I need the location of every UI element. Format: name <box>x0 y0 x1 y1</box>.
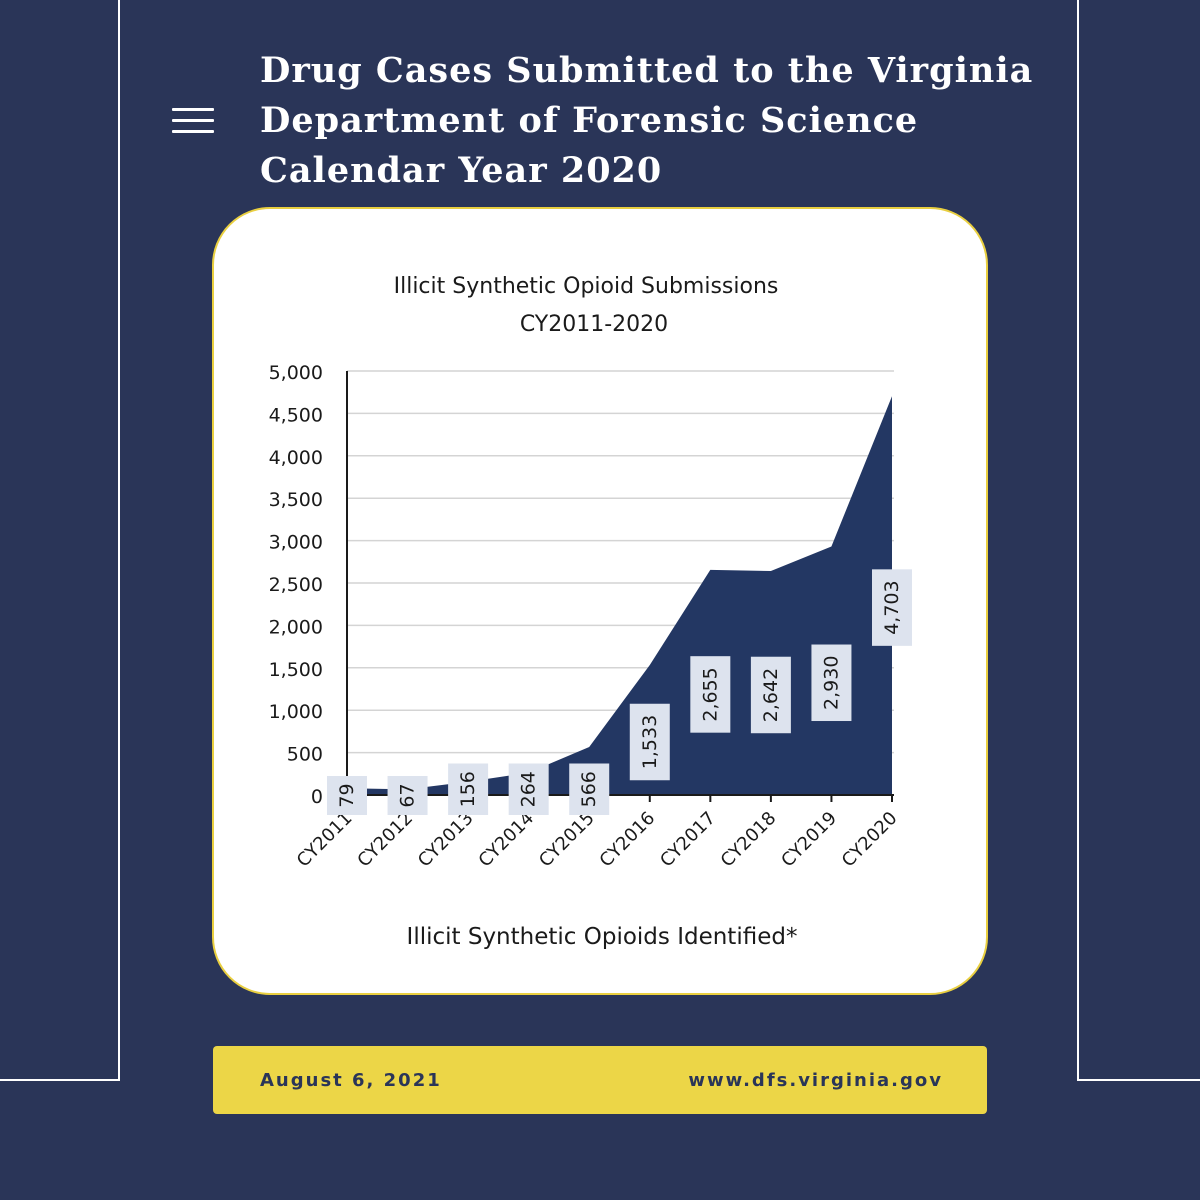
y-tick-label: 5,000 <box>269 362 323 384</box>
data-label-text: 264 <box>518 771 540 807</box>
y-tick-label: 2,000 <box>269 616 323 638</box>
data-label-text: 2,930 <box>820 656 842 710</box>
chart-card: Illicit Synthetic Opioid Submissions CY2… <box>212 207 988 995</box>
x-tick-label: CY2018 <box>717 808 781 872</box>
data-label-box <box>811 644 852 722</box>
data-label-box <box>327 776 367 815</box>
bottom-left-border-line <box>0 1079 120 1081</box>
data-label: 566 <box>569 763 610 815</box>
data-label-text: 67 <box>397 783 419 807</box>
data-label-box <box>750 656 791 734</box>
data-label: 264 <box>508 763 549 815</box>
bottom-right-border-line <box>1077 1079 1200 1081</box>
data-label-box <box>629 703 670 781</box>
title-line-1: Drug Cases Submitted to the Virginia <box>260 50 1034 91</box>
area-chart: Illicit Synthetic Opioid Submissions CY2… <box>269 274 912 950</box>
y-tick-label: 3,000 <box>269 532 323 554</box>
footer-date: August 6, 2021 <box>260 1070 442 1091</box>
x-tick-label: CY2013 <box>414 808 478 872</box>
data-label-text: 2,642 <box>760 668 782 722</box>
x-tick-label: CY2016 <box>596 808 660 872</box>
x-tick-label: CY2012 <box>353 808 417 872</box>
y-tick-label: 4,000 <box>269 447 323 469</box>
y-tick-label: 4,500 <box>269 404 323 426</box>
menu-line <box>172 119 214 122</box>
data-label-text: 4,703 <box>881 580 903 634</box>
menu-line <box>172 108 214 111</box>
data-label: 2,655 <box>690 656 731 733</box>
data-label-text: 1,533 <box>639 715 661 769</box>
hamburger-menu-icon[interactable] <box>172 108 214 134</box>
right-border-line <box>1077 0 1079 1080</box>
data-label-text: 2,655 <box>699 667 721 721</box>
title-line-3: Calendar Year 2020 <box>260 150 663 191</box>
x-tick-label: CY2020 <box>838 808 902 872</box>
data-label: 1,533 <box>629 703 670 781</box>
data-label-box <box>872 569 912 646</box>
data-label-box <box>387 776 428 815</box>
y-tick-label: 1,500 <box>269 659 323 681</box>
data-label-text: 156 <box>457 771 479 807</box>
data-label: 2,642 <box>750 656 791 734</box>
x-tick-label: CY2014 <box>475 808 539 872</box>
chart-subtitle: CY2011-2020 <box>520 312 668 337</box>
footer-bar: August 6, 2021 www.dfs.virginia.gov <box>213 1046 987 1114</box>
page-title: Drug Cases Submitted to the Virginia Dep… <box>260 46 1080 196</box>
data-label-text: 79 <box>336 783 358 807</box>
footer-website-link[interactable]: www.dfs.virginia.gov <box>688 1070 943 1091</box>
title-line-2: Department of Forensic Science <box>260 100 919 141</box>
y-tick-label: 1,000 <box>269 701 323 723</box>
data-label-text: 566 <box>578 771 600 807</box>
y-tick-label: 2,500 <box>269 574 323 596</box>
data-label-box <box>569 763 610 815</box>
data-label: 4,703 <box>872 569 912 646</box>
chart-title: Illicit Synthetic Opioid Submissions <box>394 274 779 299</box>
data-label: 67 <box>387 776 428 815</box>
y-tick-label: 0 <box>311 786 323 808</box>
data-label: 156 <box>448 763 489 815</box>
x-tick-label: CY2015 <box>535 808 599 872</box>
data-label: 2,930 <box>811 644 852 722</box>
menu-line <box>172 130 214 133</box>
y-tick-label: 3,500 <box>269 489 323 511</box>
data-label: 79 <box>327 776 367 815</box>
x-tick-label: CY2011 <box>293 808 357 872</box>
x-tick-label: CY2019 <box>777 808 841 872</box>
data-label-box <box>690 656 731 733</box>
x-tick-label: CY2017 <box>656 808 720 872</box>
legend-series-name: Illicit Synthetic Opioids Identified* <box>407 924 798 950</box>
data-label-box <box>448 763 489 815</box>
left-border-line <box>118 0 120 1080</box>
data-label-box <box>508 763 549 815</box>
y-tick-label: 500 <box>287 744 323 766</box>
